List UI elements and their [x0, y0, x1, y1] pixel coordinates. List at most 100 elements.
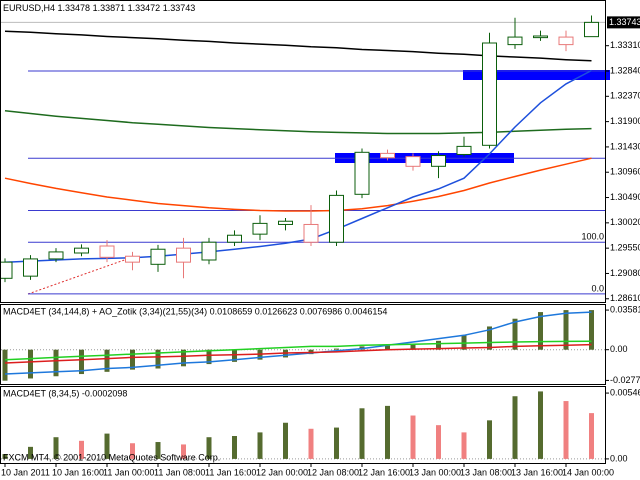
histogram-bar — [436, 340, 441, 350]
histogram-bar — [589, 413, 594, 459]
histogram-bar — [130, 443, 135, 459]
fibo-label: 0.0 — [591, 283, 604, 293]
candle-body — [23, 258, 38, 277]
candle-body — [201, 241, 217, 261]
y-tick-label: 1.30020 — [610, 217, 640, 227]
histogram-bar — [28, 349, 33, 379]
open-value: 1.33478 — [58, 3, 91, 13]
histogram-bar — [232, 349, 237, 362]
indicator-line — [4, 311, 592, 375]
candle-body — [354, 151, 370, 195]
candle-body — [405, 156, 421, 167]
panel-title: MACD4ET (34,144,8) + AO_Zotik (3,34)(21,… — [3, 306, 387, 316]
candle-body — [303, 223, 319, 243]
histogram-bar — [563, 401, 569, 459]
candle-body — [456, 145, 472, 155]
histogram-bar — [487, 326, 492, 350]
x-tick-label: 13 Jan 08:00 — [460, 467, 512, 477]
x-tick-label: 10 Jan 16:00 — [52, 467, 104, 477]
histogram-bar — [410, 415, 416, 459]
histogram-bar — [563, 310, 569, 350]
y-tick-label: 0.005463 — [610, 387, 640, 397]
candle-body — [431, 155, 446, 167]
histogram-bar — [283, 422, 288, 459]
zone-bar — [463, 70, 610, 80]
x-tick-label: 11 Jan 08:00 — [154, 467, 205, 477]
y-tick-label: 1.31900 — [610, 116, 640, 126]
close-value: 1.33743 — [163, 3, 196, 13]
candle-body — [99, 245, 115, 258]
histogram-bar — [155, 442, 161, 459]
x-tick-label: 12 Jan 00:00 — [256, 467, 308, 477]
histogram-bar — [79, 440, 84, 459]
y-tick-label: -0.02776 — [610, 375, 640, 385]
histogram-bar — [181, 349, 186, 367]
x-tick-label: 13 Jan 16:00 — [511, 467, 563, 477]
x-tick-label: 12 Jan 08:00 — [307, 467, 359, 477]
low-value: 1.33472 — [128, 3, 161, 13]
y-tick-label: 1.31430 — [610, 141, 640, 151]
candle-body — [48, 251, 64, 260]
histogram-bar — [512, 396, 518, 459]
histogram-bar — [104, 349, 110, 372]
x-tick-label: 11 Jan 00:00 — [103, 467, 154, 477]
x-tick-label: 14 Jan 00:00 — [562, 467, 614, 477]
histogram-bar — [104, 433, 110, 459]
candle-body — [0, 261, 13, 279]
panel-frame — [0, 386, 606, 464]
candle-body — [584, 21, 599, 38]
panel-frame — [0, 304, 606, 385]
main-frame — [0, 0, 606, 303]
indicator-line — [4, 340, 592, 361]
indicator-line — [4, 157, 592, 212]
histogram-bar — [181, 444, 186, 459]
histogram-bar — [385, 405, 390, 459]
copyright: FXCM MT4, © 2001-2010 MetaQuotes Softwar… — [3, 452, 220, 462]
indicator-line — [4, 343, 592, 364]
high-value: 1.33871 — [93, 3, 126, 13]
histogram-bar — [53, 437, 59, 459]
histogram-bar — [53, 349, 59, 377]
histogram-bar — [334, 427, 339, 459]
histogram-bar — [308, 428, 314, 459]
y-tick-label: 1.32370 — [610, 91, 640, 101]
x-tick-label: 12 Jan 16:00 — [358, 467, 410, 477]
histogram-bar — [206, 349, 212, 365]
candle-body — [380, 152, 395, 159]
histogram-bar — [461, 432, 467, 459]
panel-title: MACD4ET (8,34,5) -0.0002098 — [3, 388, 127, 398]
histogram-bar — [589, 310, 594, 350]
candle-body — [125, 255, 140, 263]
x-tick-label: 13 Jan 00:00 — [409, 467, 461, 477]
histogram-bar — [436, 425, 441, 459]
indicator-line — [4, 69, 592, 263]
symbol: EURUSD,H4 — [3, 3, 55, 13]
histogram-bar — [385, 345, 390, 350]
histogram-bar — [538, 312, 543, 350]
y-tick-label: 1.29080 — [610, 268, 640, 278]
price-label: 1.33743 — [609, 17, 640, 27]
histogram-bar — [155, 349, 161, 369]
histogram-bar — [130, 349, 135, 370]
histogram-bar — [257, 432, 263, 459]
histogram-bar — [206, 437, 212, 459]
plot-layer: 100.0 0.0 1.33310 1.32840 1.32370 1.31900 1.31… — [0, 15, 640, 477]
fibo-label: 100.0 — [581, 232, 604, 242]
candle-body — [176, 247, 191, 263]
histogram-bar — [512, 318, 518, 350]
histogram-bar — [538, 391, 543, 459]
histogram-bar — [334, 348, 339, 350]
histogram-bar — [79, 349, 84, 375]
histogram-bar — [232, 436, 237, 459]
y-tick-label: 1.30490 — [610, 192, 640, 202]
candle-body — [329, 194, 344, 243]
x-tick-label: 11 Jan 16:00 — [205, 467, 256, 477]
histogram-bar — [359, 408, 365, 459]
price-label-bg — [607, 16, 640, 29]
candle-body — [533, 35, 548, 39]
candle-body — [227, 234, 242, 243]
y-tick-label: 1.29550 — [610, 243, 640, 253]
candle-body — [278, 220, 293, 225]
histogram-bar — [2, 349, 8, 381]
